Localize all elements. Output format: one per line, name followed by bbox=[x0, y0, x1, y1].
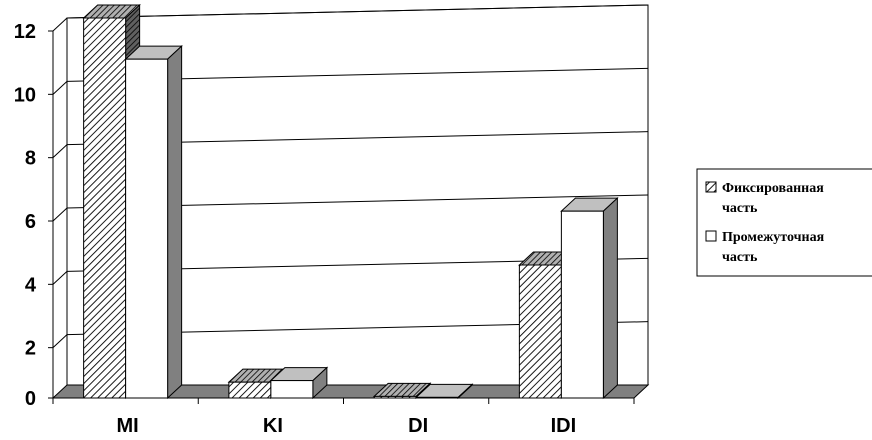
y-tick-label: 0 bbox=[25, 388, 36, 410]
y-axis: 0 2 4 6 8 10 12 bbox=[14, 21, 54, 410]
bar-side bbox=[602, 197, 618, 400]
legend-swatch-fixed bbox=[705, 181, 717, 193]
gridline-side bbox=[52, 334, 68, 349]
y-tick-label: 10 bbox=[14, 84, 36, 106]
bars bbox=[82, 3, 619, 400]
gridline-side bbox=[52, 80, 68, 95]
bar-front bbox=[228, 381, 272, 399]
gridline-side bbox=[52, 270, 68, 285]
x-tick-label: DI bbox=[408, 415, 428, 437]
bar-MI-series-2 bbox=[124, 45, 183, 400]
legend-label-intermediate-line1: Промежуточная bbox=[722, 230, 825, 245]
x-tick-label: KI bbox=[263, 415, 283, 437]
legend-label-fixed-line1: Фиксированная bbox=[722, 181, 824, 196]
legend-swatch-intermediate bbox=[705, 230, 717, 242]
bar-KI-series-2 bbox=[269, 366, 329, 400]
bar-side bbox=[167, 45, 183, 400]
legend-box bbox=[696, 168, 872, 277]
gridline-side bbox=[52, 207, 68, 222]
y-tick-label: 12 bbox=[14, 21, 36, 43]
x-tick-label: IDI bbox=[551, 415, 577, 437]
y-tick-label: 6 bbox=[25, 211, 36, 233]
legend: Фиксированная часть Промежуточная часть bbox=[696, 168, 872, 277]
x-axis: MI KI DI IDI bbox=[52, 397, 635, 437]
gridline-side bbox=[52, 17, 68, 32]
gridline-side bbox=[52, 144, 68, 159]
gridline bbox=[66, 4, 649, 19]
x-tick-label: MI bbox=[117, 415, 139, 437]
bar-front bbox=[83, 17, 127, 399]
bar-IDI-series-2 bbox=[560, 197, 619, 400]
bar-front bbox=[125, 58, 169, 399]
bar-front bbox=[560, 210, 604, 399]
legend-label-fixed-line2: часть bbox=[722, 201, 758, 216]
y-tick-label: 8 bbox=[25, 148, 36, 170]
y-tick-label: 4 bbox=[25, 274, 37, 296]
legend-label-intermediate-line2: часть bbox=[722, 250, 758, 265]
y-tick-label: 2 bbox=[25, 338, 36, 360]
bar-front bbox=[270, 380, 314, 399]
bar-front bbox=[518, 264, 562, 399]
